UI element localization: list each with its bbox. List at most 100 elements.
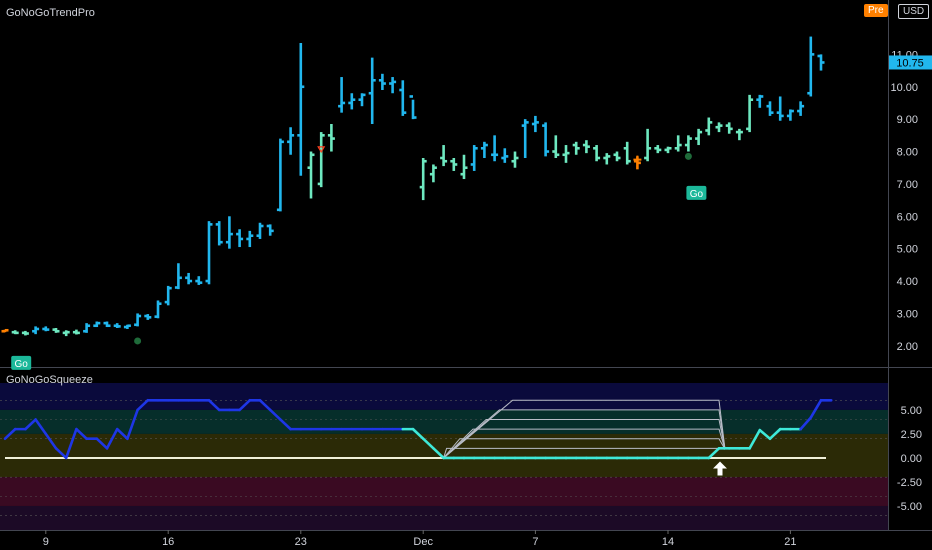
ohlc-bar — [552, 135, 560, 158]
ohlc-bar — [735, 128, 743, 141]
squeeze-line-segment — [64, 427, 78, 460]
squeeze-line-segment — [75, 427, 88, 441]
squeeze-band-1 — [0, 409, 888, 434]
time-tick-label: 21 — [784, 536, 796, 548]
ohlc-bar — [715, 122, 723, 133]
ohlc-bar — [144, 314, 152, 320]
ohlc-bar — [562, 145, 570, 163]
axes: 2.003.004.005.006.007.008.009.0010.0011.… — [43, 49, 932, 548]
squeeze-line-segment — [207, 398, 221, 412]
ohlc-bar — [450, 158, 458, 171]
ohlc-bar — [695, 128, 703, 146]
price-tick-label: 2.00 — [897, 341, 918, 353]
ohlc-bar — [348, 93, 356, 110]
ohlc-bar — [378, 73, 386, 90]
ohlc-bar — [123, 324, 131, 329]
ohlc-bar — [358, 93, 366, 107]
squeeze-line-segment — [268, 408, 282, 421]
squeeze-line-segment — [768, 427, 782, 441]
ohlc-bar — [572, 141, 580, 155]
ohlc-bar — [521, 119, 529, 158]
ohlc-bar — [317, 132, 325, 188]
ohlc-bar — [582, 140, 590, 154]
squeeze-bands — [0, 383, 888, 530]
ohlc-bar — [32, 326, 40, 335]
price-tick-label: 9.00 — [897, 114, 918, 126]
time-tick-label: Dec — [413, 536, 433, 548]
squeeze-tick-label: -2.50 — [897, 477, 922, 489]
ohlc-bar — [531, 115, 539, 133]
session-badge[interactable]: Pre — [864, 4, 888, 17]
ohlc-bar — [399, 80, 407, 116]
price-tick-label: 8.00 — [897, 147, 918, 159]
ohlc-bar — [103, 321, 111, 328]
squeeze-fan-line — [443, 438, 726, 459]
ohlc-bar — [501, 148, 509, 163]
ohlc-bar — [327, 124, 335, 152]
ohlc-bar — [256, 222, 264, 239]
squeeze-band-4 — [0, 505, 888, 530]
price-tick-label: 4.00 — [897, 276, 918, 288]
squeeze-tick-label: -5.00 — [897, 501, 922, 513]
price-tick-label: 10.00 — [890, 82, 918, 94]
ohlc-bar — [786, 109, 794, 121]
ohlc-bar — [684, 135, 692, 152]
ohlc-bar — [705, 117, 713, 136]
ohlc-bar — [776, 96, 784, 121]
ohlc-bar — [480, 141, 488, 158]
grid-lines — [0, 0, 932, 531]
up-arrow-icon — [713, 461, 727, 476]
nogo-arrow-marker — [317, 146, 326, 154]
price-tick-label: 6.00 — [897, 211, 918, 223]
indicator-title: GoNoGoTrendPro — [6, 7, 95, 19]
ohlc-bar — [52, 328, 60, 333]
ohlc-bar — [62, 330, 70, 337]
ohlc-bar — [511, 151, 519, 168]
ohlc-bar — [266, 224, 274, 236]
currency-badge[interactable]: USD — [898, 4, 930, 19]
ohlc-bar — [797, 101, 805, 116]
go-label: Go — [15, 359, 29, 370]
ohlc-bar — [205, 221, 213, 285]
squeeze-title: GoNoGoSqueeze — [6, 374, 93, 386]
squeeze-fan-line — [443, 399, 726, 459]
squeeze-line-segment — [758, 428, 772, 441]
ohlc-bar — [470, 145, 478, 171]
squeeze-line-segment — [136, 398, 150, 412]
squeeze-line-segment — [115, 427, 129, 441]
squeeze-band-0 — [0, 383, 888, 410]
ohlc-bar — [164, 285, 172, 306]
squeeze-line-segment — [279, 418, 292, 431]
squeeze-lines — [3, 398, 833, 476]
go-label-box — [11, 355, 32, 370]
ohlc-bar — [21, 330, 29, 336]
time-tick-label: 16 — [162, 536, 174, 548]
squeeze-fan-line — [443, 428, 726, 459]
ohlc-bar — [185, 272, 193, 285]
squeeze-line-segment — [238, 398, 252, 412]
ohlc-bar — [225, 216, 233, 249]
price-tick-label: 5.00 — [897, 244, 918, 256]
ohlc-bar — [113, 323, 121, 328]
squeeze-line-segment — [421, 437, 435, 450]
squeeze-line-segment — [258, 398, 272, 412]
squeeze-line-segment — [44, 432, 58, 450]
ohlc-bar — [542, 122, 550, 157]
price-tick-label: 3.00 — [897, 308, 918, 320]
ohlc-bar — [766, 101, 774, 116]
squeeze-line-segment — [432, 447, 445, 460]
ohlc-bar — [664, 146, 672, 154]
squeeze-tick-label: 5.00 — [901, 405, 922, 417]
time-tick-label: 14 — [662, 536, 674, 548]
squeeze-line-segment — [95, 437, 109, 450]
ohlc-bar — [236, 229, 244, 248]
ohlc-bar — [297, 43, 305, 176]
ohlc-bar — [389, 77, 397, 94]
ohlc-bar — [644, 128, 652, 162]
squeeze-line-segment — [105, 427, 119, 450]
time-tick-label: 23 — [295, 536, 307, 548]
ohlc-bar — [42, 326, 50, 332]
squeeze-line-segment — [809, 398, 823, 419]
last-price-label: 10.75 — [896, 57, 924, 69]
